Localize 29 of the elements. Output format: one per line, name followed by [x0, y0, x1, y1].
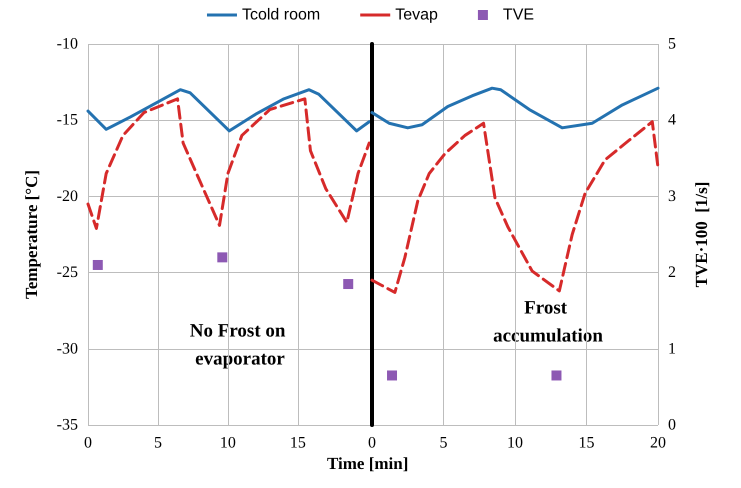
- x-tick-label: 20: [650, 434, 666, 452]
- legend-label: Tcold room: [242, 6, 320, 24]
- y-tick-label: -25: [56, 264, 78, 282]
- x-tick-label: 0: [368, 434, 376, 452]
- y-tick-label: -15: [56, 112, 78, 129]
- y2-tick-label: 5: [668, 36, 676, 52]
- y-tick-label: -10: [56, 36, 78, 52]
- legend-label: TVE: [502, 6, 534, 24]
- x-tick-label: 15: [290, 434, 306, 452]
- x-axis-title: Time [min]: [327, 454, 408, 473]
- x-tick-label: 5: [154, 434, 162, 452]
- x-tick-label: 10: [507, 434, 523, 452]
- y2-tick-label: 0: [668, 416, 676, 434]
- legend-label: Tevap: [395, 6, 438, 24]
- y2-axis-title: TVE·100 [1/s]: [692, 182, 711, 288]
- y2-tick-label: 1: [668, 340, 676, 358]
- x-tick-label: 5: [440, 434, 448, 452]
- y2-tick-label: 2: [668, 264, 676, 282]
- y-tick-label: -35: [56, 416, 78, 434]
- y-axis-title: Temperature [°C]: [22, 170, 41, 300]
- annotation: No Frost on evaporator: [190, 320, 290, 370]
- x-tick-label: 10: [220, 434, 236, 452]
- y2-tick-label: 4: [668, 112, 676, 129]
- annotation: Frost accumulation: [493, 298, 604, 346]
- y-tick-label: -20: [56, 188, 78, 205]
- x-tick-label: 15: [578, 434, 594, 452]
- x-tick-label: 0: [84, 434, 92, 452]
- y-tick-label: -30: [56, 340, 78, 358]
- y2-tick-label: 3: [668, 188, 676, 205]
